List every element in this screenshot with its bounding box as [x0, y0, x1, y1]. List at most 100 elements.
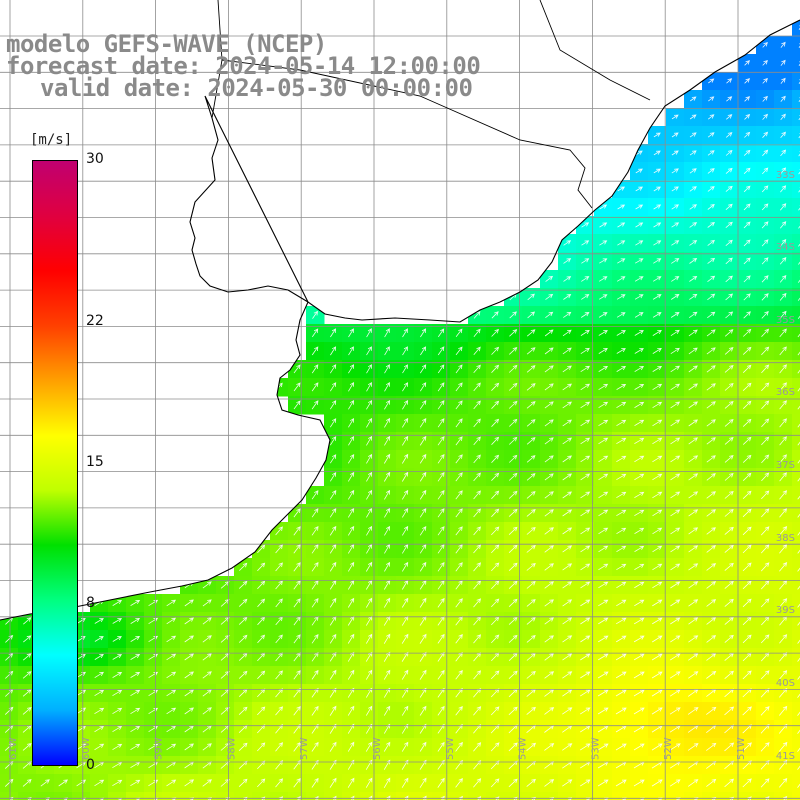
wind-vector-arrow	[743, 221, 751, 229]
wind-vector-arrow	[762, 95, 768, 102]
wind-vector-arrow	[509, 329, 518, 337]
wind-vector-arrow	[707, 132, 715, 138]
wind-vector-arrow	[130, 743, 141, 751]
colorbar-tick-label: 8	[86, 595, 95, 612]
wind-speed-cell	[792, 702, 800, 721]
wind-vector-arrow	[598, 617, 609, 625]
wind-vector-arrow	[347, 741, 355, 752]
wind-vector-arrow	[562, 491, 572, 499]
wind-vector-arrow	[311, 705, 319, 716]
wind-vector-arrow	[526, 544, 536, 553]
wind-vector-arrow	[508, 490, 518, 499]
wind-vector-arrow	[544, 671, 555, 679]
wind-vector-arrow	[635, 222, 644, 228]
wind-speed-cell	[792, 504, 800, 523]
wind-vector-arrow	[509, 418, 518, 427]
wind-vector-arrow	[688, 563, 699, 571]
wind-vector-arrow	[455, 454, 463, 464]
wind-vector-arrow	[725, 149, 733, 156]
wind-vector-arrow	[742, 616, 752, 626]
wind-vector-arrow	[544, 365, 554, 373]
wind-vector-arrow	[742, 364, 752, 373]
wind-vector-arrow	[311, 777, 319, 788]
wind-vector-arrow	[724, 634, 734, 643]
wind-vector-arrow	[616, 348, 626, 354]
wind-vector-arrow	[473, 328, 481, 337]
wind-vector-arrow	[366, 507, 373, 518]
wind-vector-arrow	[761, 185, 769, 193]
model-title: modelo GEFS-WAVE (NCEP)	[6, 30, 327, 58]
wind-vector-arrow	[509, 347, 518, 355]
wind-vector-arrow	[563, 276, 572, 282]
wind-vector-arrow	[366, 399, 373, 410]
wind-vector-arrow	[617, 186, 626, 192]
wind-speed-cell	[108, 792, 127, 800]
wind-vector-arrow	[202, 779, 212, 787]
wind-vector-arrow	[708, 78, 715, 84]
wind-vector-arrow	[401, 777, 409, 788]
wind-vector-arrow	[455, 328, 463, 338]
wind-vector-arrow	[579, 743, 591, 751]
wind-vector-arrow	[688, 491, 699, 499]
wind-vector-arrow	[580, 419, 591, 427]
wind-vector-arrow	[579, 707, 591, 715]
wind-speed-cell	[792, 774, 800, 793]
wind-speed-cell	[0, 792, 19, 800]
wind-vector-arrow	[761, 454, 770, 464]
wind-vector-arrow	[401, 741, 409, 752]
wind-vector-arrow	[329, 777, 337, 788]
wind-vector-arrow	[724, 526, 734, 535]
wind-vector-arrow	[544, 743, 555, 751]
wind-vector-arrow	[689, 132, 697, 138]
wind-vector-arrow	[422, 795, 427, 800]
wind-vector-arrow	[580, 329, 590, 336]
wind-vector-arrow	[544, 401, 554, 409]
longitude-label: 60W	[81, 737, 92, 760]
wind-vector-arrow	[293, 364, 301, 374]
wind-vector-arrow	[383, 453, 391, 464]
wind-vector-arrow	[386, 795, 391, 800]
wind-vector-arrow	[491, 436, 500, 445]
wind-vector-arrow	[742, 580, 752, 590]
wind-vector-arrow	[544, 527, 554, 535]
wind-vector-arrow	[238, 706, 248, 715]
wind-vector-arrow	[419, 471, 427, 482]
wind-vector-arrow	[257, 544, 266, 554]
wind-vector-arrow	[508, 562, 518, 571]
wind-vector-arrow	[365, 633, 373, 644]
wind-vector-arrow	[780, 95, 786, 102]
wind-vector-arrow	[617, 240, 626, 246]
wind-vector-arrow	[508, 382, 518, 391]
wind-vector-arrow	[366, 471, 373, 482]
wind-vector-arrow	[798, 186, 800, 193]
wind-vector-arrow	[742, 670, 752, 680]
wind-vector-arrow	[742, 472, 752, 481]
wind-vector-arrow	[688, 545, 699, 553]
wind-vector-arrow	[473, 706, 482, 716]
wind-vector-arrow	[780, 77, 786, 84]
wind-vector-arrow	[112, 636, 122, 642]
wind-vector-arrow	[293, 598, 301, 608]
wind-vector-arrow	[725, 275, 733, 283]
wind-vector-arrow	[508, 742, 518, 752]
wind-vector-arrow	[383, 741, 391, 752]
longitude-label: 51W	[736, 737, 747, 760]
wind-vector-arrow	[311, 741, 319, 752]
wind-vector-arrow	[562, 581, 573, 589]
wind-vector-arrow	[780, 167, 787, 175]
wind-vector-arrow	[401, 417, 409, 428]
wind-vector-arrow	[580, 455, 591, 463]
wind-vector-arrow	[580, 347, 590, 355]
wind-speed-cell	[792, 396, 800, 415]
wind-vector-arrow	[562, 617, 573, 625]
wind-vector-arrow	[166, 779, 177, 787]
wind-vector-arrow	[742, 562, 752, 572]
wind-vector-arrow	[275, 688, 284, 698]
wind-vector-arrow	[760, 670, 770, 680]
wind-vector-arrow	[688, 383, 698, 391]
wind-vector-arrow	[22, 743, 32, 751]
wind-vector-arrow	[112, 743, 123, 751]
wind-vector-arrow	[761, 275, 769, 283]
wind-vector-arrow	[761, 472, 770, 482]
wind-vector-arrow	[724, 365, 734, 373]
